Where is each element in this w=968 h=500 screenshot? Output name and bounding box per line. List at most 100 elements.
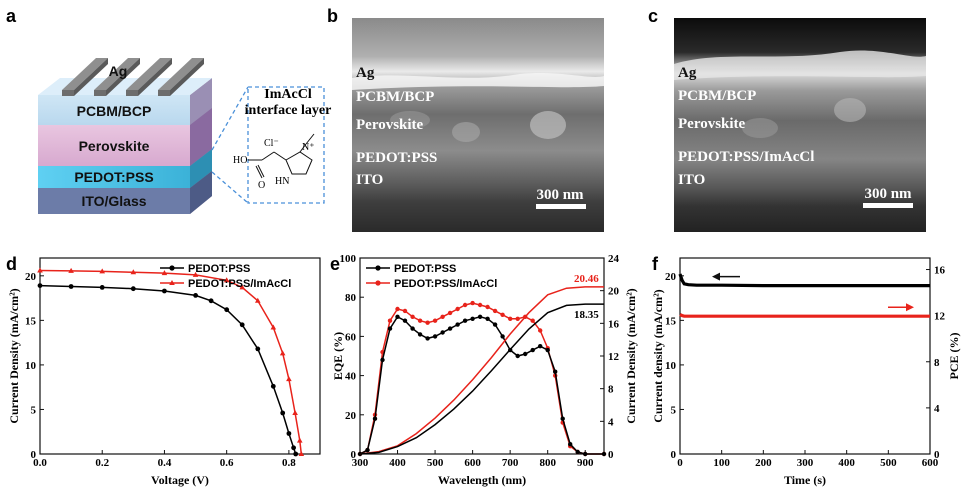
d-xtick-label: 0.0 [33, 457, 47, 469]
d-series-imaccl-line [39, 269, 303, 455]
layer-label-ito: ITO/Glass [81, 193, 146, 209]
f-xtick-label: 0 [677, 457, 683, 469]
e-eqe-imaccl-point [500, 312, 505, 317]
sem-c-label-pcbm: PCBM/BCP [678, 88, 756, 104]
sem-c-label-ito: ITO [678, 172, 705, 188]
molecule-ho: HO [233, 155, 247, 166]
e-eqe-imaccl-point [477, 302, 483, 308]
e-eqe-pedot-point [380, 357, 385, 363]
panel-letter-e: e [330, 254, 340, 274]
layer-ito-glass [38, 188, 190, 214]
d-series-pedot-point [162, 288, 167, 294]
d-series-imaccl-point [298, 451, 305, 456]
e-eqe-pedot-point [447, 326, 453, 331]
sem-b-label-ag: Ag [356, 65, 375, 81]
d-y-axis-label: Current Density (mA/cm²) [7, 288, 21, 423]
e-xtick-label: 700 [502, 457, 519, 469]
stack-side-ito [190, 171, 212, 214]
f-ytick-label: 0 [671, 449, 677, 461]
molecule-n: N⁺ [302, 142, 315, 153]
e-eqe-pedot-line [359, 315, 604, 455]
d-series-imaccl-point [279, 350, 286, 356]
e-eqe-imaccl-point [485, 304, 490, 310]
e-legend-marker-pedot [375, 265, 381, 271]
d-legend-marker-pedot [169, 265, 175, 271]
layer-label-pedot: PEDOT:PSS [74, 169, 153, 185]
e-eqe-imaccl-point [440, 314, 445, 319]
e-y2tick-label: 24 [608, 253, 620, 265]
molecule-cl: Cl⁻ [264, 138, 279, 149]
e-xtick-label: 600 [464, 457, 481, 469]
d-series-pedot-point [37, 283, 43, 288]
e-eqe-pedot-point [545, 347, 550, 353]
e-eqe-pedot-point [455, 322, 460, 327]
f-xtick-label: 400 [838, 457, 855, 469]
d-ytick-label: 15 [25, 315, 37, 327]
panel-letter-d: d [6, 254, 17, 274]
f-pce-axis-arrowhead [906, 303, 914, 312]
d-series-imaccl-point [192, 271, 199, 277]
e-eqe-pedot-point [575, 449, 580, 455]
callout-title-line1: ImAcCl [264, 87, 312, 102]
f-y2-axis-label: PCE (%) [947, 333, 961, 380]
d-series-pedot-point [293, 451, 299, 457]
d-series-pedot-point [291, 445, 296, 451]
e-eqe-pedot-point [538, 344, 543, 349]
f-y2tick-label: 8 [934, 357, 940, 369]
f-pce-series-line [679, 313, 930, 318]
e-eqe-pedot-point [395, 314, 400, 319]
sem-b-label-pedot: PEDOT:PSS [356, 150, 437, 166]
e-eqe-imaccl-point [447, 310, 453, 316]
d-ytick-label: 20 [25, 271, 37, 283]
layer-perovskite [38, 125, 190, 166]
d-xtick-label: 0.6 [220, 457, 234, 469]
chart-d-jv-curves: 0.0 0.2 0.4 0.6 0.8 0 5 10 15 20 PEDOT:PSS PEDOT:PS… [7, 257, 321, 487]
d-series-imaccl-point [296, 437, 303, 443]
e-y2tick-label: 8 [608, 384, 614, 396]
e-ytick-label: 40 [345, 371, 357, 383]
device-stack: Ag PCBM/BCP Perovskite PEDOT:PSS ITO/Gla… [38, 58, 212, 214]
e-eqe-pedot-point [387, 326, 393, 331]
e-eqe-pedot-point [492, 322, 498, 327]
f-ytick-label: 15 [665, 315, 677, 327]
e-ytick-label: 100 [340, 253, 357, 265]
d-x-axis-label: Voltage (V) [151, 473, 209, 487]
d-series-pedot-point [68, 284, 74, 289]
e-eqe-imaccl-point [508, 316, 513, 321]
d-legend-marker-imaccl [169, 280, 175, 285]
d-xtick-label: 0.4 [158, 457, 172, 469]
d-series-imaccl-point [292, 410, 298, 416]
e-eqe-pedot-point [470, 316, 475, 321]
d-ytick-label: 10 [25, 360, 37, 372]
e-y2tick-label: 20 [608, 286, 620, 298]
f-ytick-label: 20 [665, 271, 677, 283]
e-xtick-label: 500 [427, 457, 444, 469]
f-y2tick-label: 0 [934, 449, 940, 461]
ag-electrode-bars [62, 58, 204, 96]
e-eqe-pedot-point [440, 330, 445, 335]
e-xtick-label: 300 [352, 457, 369, 469]
e-annotation-imaccl: 20.46 [574, 273, 599, 285]
d-series-pedot-point [99, 285, 105, 290]
stack-side-pedot [190, 149, 212, 188]
e-ytick-label: 60 [345, 331, 357, 343]
f-x-axis-label: Time (s) [784, 473, 826, 487]
e-xtick-label: 900 [577, 457, 594, 469]
d-series-imaccl-point [99, 268, 106, 274]
d-legend-label-pedot: PEDOT:PSS [188, 263, 250, 275]
panel-letter-b: b [327, 6, 338, 26]
e-eqe-imaccl-point [402, 308, 408, 314]
e-eqe-imaccl-point [492, 308, 498, 314]
e-eqe-pedot-point [477, 314, 483, 319]
d-series-pedot-line [39, 284, 297, 455]
sem-image-c [674, 18, 926, 232]
d-series-pedot-point [270, 383, 276, 389]
d-legend-label-imaccl: PEDOT:PSS/ImAcCl [188, 278, 291, 290]
e-y2tick-label: 12 [608, 351, 620, 363]
interface-callout [211, 86, 325, 204]
e-eqe-pedot-point [553, 369, 558, 374]
e-current-pedot-line [359, 303, 604, 455]
d-plot-frame [39, 257, 321, 455]
